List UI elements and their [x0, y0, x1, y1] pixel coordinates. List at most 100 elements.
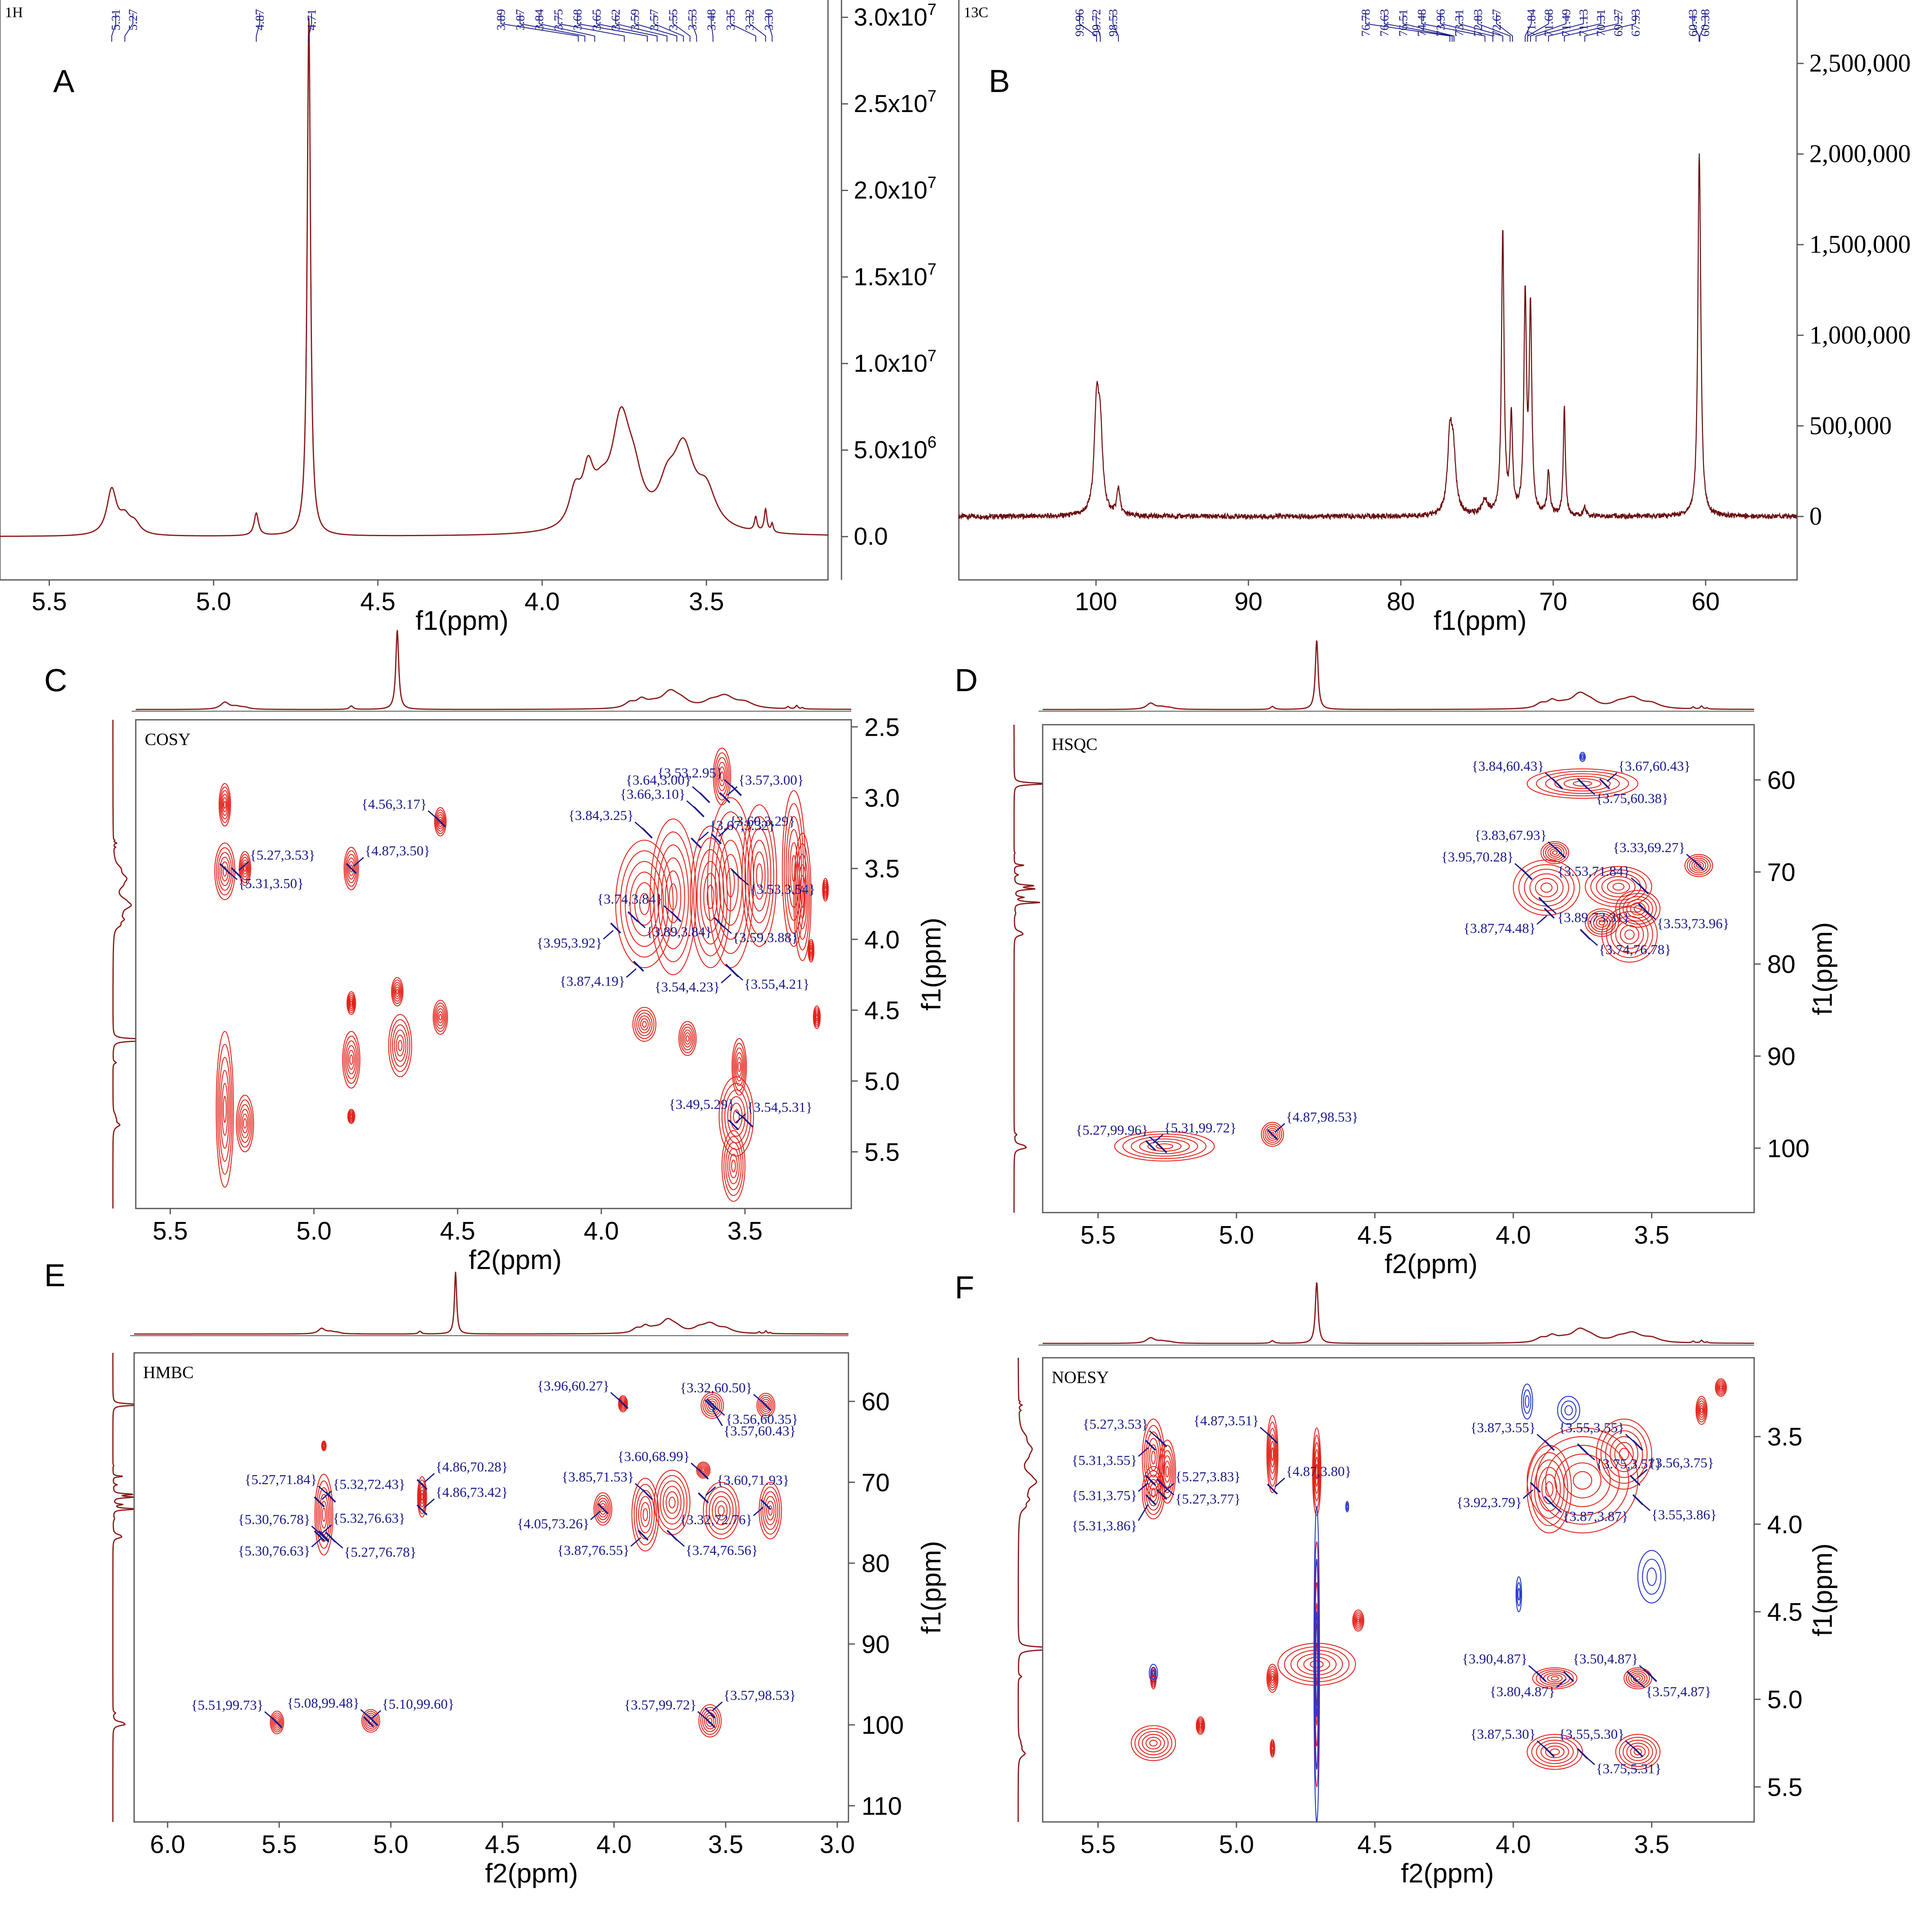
- annotation-leader: [692, 786, 703, 796]
- cross-peak-label: {3.54,5.31}: [747, 1100, 812, 1115]
- cross-peak-contour: [1151, 1669, 1156, 1688]
- cross-peak-contour: [725, 1142, 742, 1190]
- annotation-leader: [674, 1537, 685, 1547]
- peak-label-leader: [124, 13, 133, 42]
- cross-peak-label: {3.75,60.38}: [1596, 791, 1668, 806]
- peak-label-leader: [1699, 13, 1705, 42]
- cross-peak-contour: [1160, 1445, 1175, 1498]
- cross-peak-contour: [736, 1057, 742, 1077]
- annotation-leader: [227, 870, 238, 880]
- cross-peak-contour: [388, 1014, 412, 1077]
- cross-peak-contour: [734, 1047, 745, 1086]
- cross-peak-marker: [1145, 1494, 1156, 1505]
- negative-contour: [1564, 1405, 1573, 1416]
- cross-peak-contour: [762, 1491, 779, 1530]
- cross-peak-label: {4.86,70.28}: [435, 1460, 508, 1475]
- cross-peak-contour: [653, 831, 693, 962]
- cross-peak-contour: [721, 1083, 752, 1150]
- cross-peak-contour: [1271, 1675, 1274, 1681]
- cross-peak-contour: [1536, 770, 1629, 797]
- cross-peak-contour: [815, 1013, 819, 1022]
- y-tick-label: 2.5x107: [854, 87, 936, 117]
- annotation-leader: [735, 1110, 746, 1120]
- cross-peak-contour: [703, 1482, 740, 1539]
- cross-peak-contour: [732, 1038, 747, 1096]
- cross-peak-contour: [215, 1031, 234, 1188]
- cross-peak-contour: [733, 1042, 746, 1091]
- y-tick-label: 3.5: [864, 855, 900, 883]
- cross-peak-marker: [637, 1530, 649, 1541]
- cross-peak-contour: [1268, 1130, 1277, 1139]
- annotation-leader: [370, 1710, 381, 1720]
- cross-peak-contour: [1131, 1136, 1198, 1157]
- cross-peak-contour: [822, 880, 828, 900]
- cross-peak-label: {5.27,71.84}: [245, 1472, 317, 1487]
- cross-peak-label: {3.87,74.48}: [1463, 921, 1536, 936]
- negative-contour: [1346, 1503, 1349, 1511]
- cross-peak-contour: [824, 883, 828, 896]
- cross-peak-contour: [349, 1112, 354, 1121]
- cross-peak-label: {3.49,5.29}: [669, 1097, 734, 1112]
- cross-peak-label: {5.27,3.53}: [250, 848, 315, 863]
- peak-label-leader: [1548, 13, 1601, 42]
- cross-peak-contour: [1144, 1425, 1163, 1490]
- cross-peak-contour: [638, 1496, 653, 1534]
- cross-peak-label: {3.89,73.31}: [1557, 910, 1629, 925]
- cross-peak-label: {3.56,3.75}: [1649, 1456, 1714, 1471]
- cross-peak-label: {3.67,60.43}: [1618, 759, 1690, 774]
- cross-peak-marker: [314, 1530, 325, 1541]
- cross-peak-contour: [797, 864, 808, 930]
- contour-plot: [214, 748, 829, 1202]
- cross-peak-contour: [1303, 1657, 1330, 1672]
- annotation-leader: [427, 810, 438, 820]
- cross-peak-contour: [238, 851, 251, 886]
- cross-peak-label: {3.95,3.92}: [537, 936, 602, 951]
- peak-label-leader: [1535, 13, 1584, 42]
- cross-peak-contour: [718, 1505, 725, 1516]
- cross-peak-contour: [698, 1704, 722, 1738]
- cross-peak-contour: [1270, 1132, 1275, 1137]
- cross-peak-contour: [1634, 1748, 1642, 1755]
- cross-peak-contour: [438, 1011, 443, 1024]
- cross-peak-contour: [625, 861, 664, 947]
- peak-label-leader: [1096, 13, 1101, 42]
- cross-peak-label: {3.33,69.27}: [1613, 840, 1685, 856]
- annotation-leader: [1625, 1434, 1636, 1444]
- cross-peak-contour: [595, 1495, 611, 1523]
- cross-peak-contour: [662, 1486, 682, 1519]
- annotation-leader: [1274, 1478, 1285, 1487]
- negative-contour: [1647, 1567, 1657, 1586]
- y-tick-label: 1,500,000: [1809, 231, 1911, 258]
- x-tick-label: 4.0: [1496, 1221, 1531, 1249]
- annotation-leader: [1637, 1469, 1648, 1478]
- annotation-leader: [1551, 1503, 1562, 1513]
- cross-peak-label: {3.55,3.86}: [1652, 1507, 1717, 1523]
- negative-contour: [1557, 1396, 1580, 1425]
- cross-peak-label: {3.57,4.87}: [1646, 1685, 1711, 1700]
- cross-peak-contour: [350, 1113, 353, 1119]
- cross-peak-contour: [1138, 1731, 1169, 1755]
- cross-peak-contour: [700, 861, 721, 933]
- annotation-leader: [697, 1711, 708, 1721]
- peak-label-leader: [500, 13, 579, 42]
- cross-peak-contour: [348, 1111, 354, 1122]
- panel-letter: B: [989, 63, 1010, 99]
- cross-peak-label: {5.30,76.63}: [238, 1544, 310, 1559]
- peak-label-leader: [1440, 13, 1494, 42]
- negative-contour: [1642, 1559, 1662, 1595]
- cross-peak-contour: [394, 1029, 406, 1062]
- negative-contour: [1523, 1389, 1531, 1414]
- cross-peak-contour: [661, 857, 685, 937]
- cross-peak-label: {3.53,71.84}: [1557, 864, 1630, 879]
- panel-letter: E: [44, 1257, 65, 1293]
- cross-peak-contour: [1512, 859, 1580, 916]
- y-tick-label: 4.5: [864, 997, 900, 1025]
- cross-peak-contour: [1142, 1466, 1165, 1520]
- cross-peak-contour: [782, 790, 806, 947]
- cross-peak-contour: [1595, 1418, 1652, 1490]
- cross-peak-contour: [345, 1040, 358, 1079]
- cross-peak-label: {3.66,3.10}: [620, 787, 685, 802]
- y-tick-label: 5.0: [864, 1067, 900, 1096]
- cross-peak-marker: [314, 1496, 325, 1507]
- cross-peak-label: {3.87,5.30}: [1470, 1727, 1536, 1742]
